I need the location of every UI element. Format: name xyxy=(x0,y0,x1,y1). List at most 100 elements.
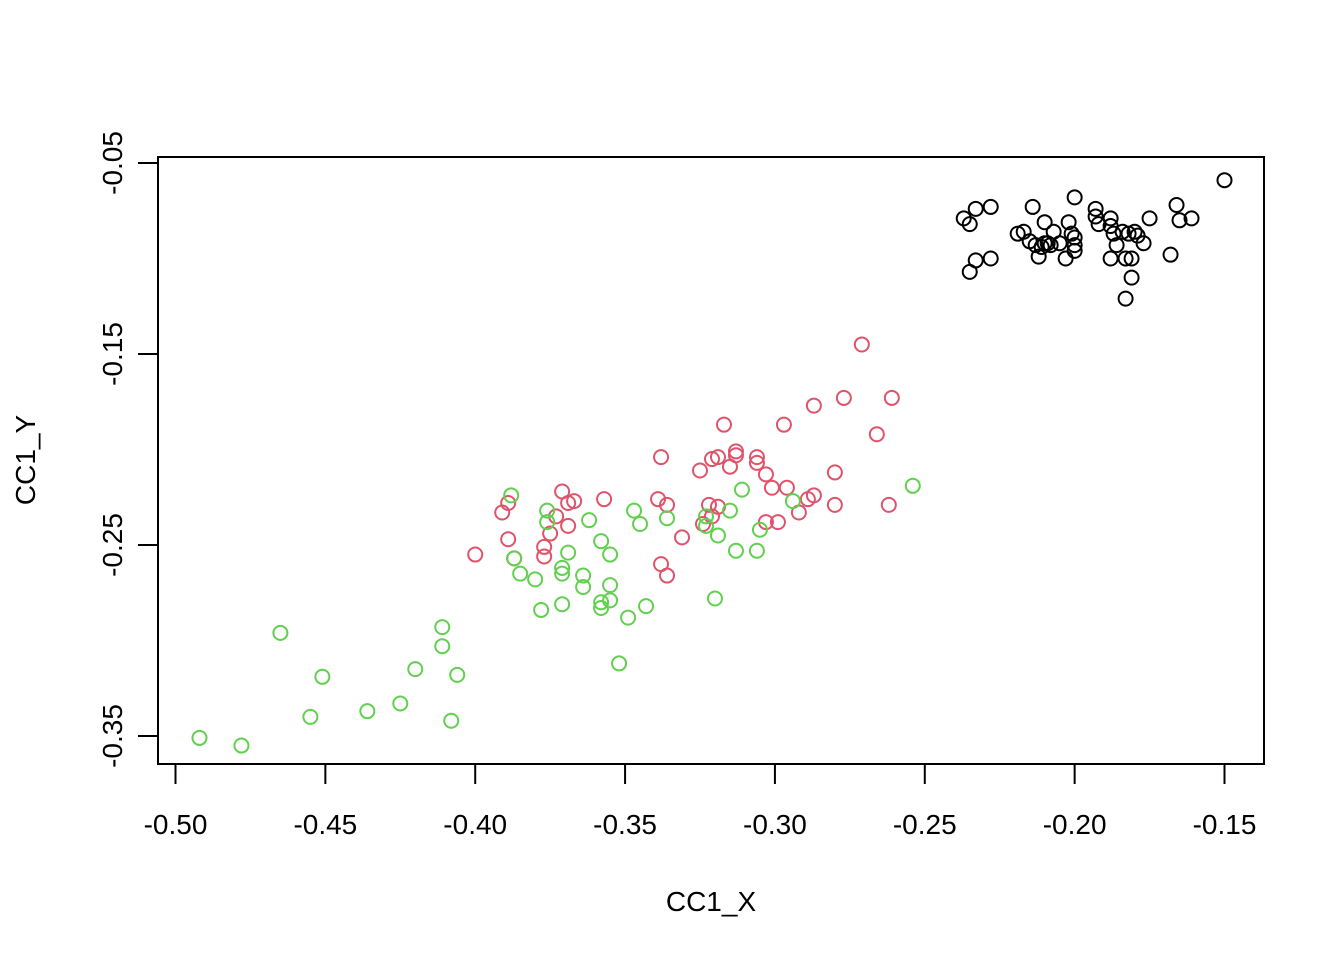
x-axis: -0.50 -0.45 -0.40 -0.35 -0.30 -0.25 -0.20 -0.15 xyxy=(144,763,1257,840)
data-point xyxy=(1129,227,1146,244)
data-point xyxy=(554,559,571,576)
data-point xyxy=(653,556,670,573)
data-point xyxy=(1162,246,1179,263)
data-point xyxy=(302,708,319,725)
data-point xyxy=(434,619,451,636)
data-point xyxy=(560,544,577,561)
data-point xyxy=(751,521,768,538)
data-point xyxy=(883,389,900,406)
data-point xyxy=(593,600,610,617)
data-point xyxy=(703,451,720,468)
y-tick-label: -0.15 xyxy=(97,322,128,386)
y-tick-label: -0.35 xyxy=(97,704,128,768)
data-point xyxy=(467,546,484,563)
x-tick-label: -0.25 xyxy=(893,809,957,840)
data-point xyxy=(1216,172,1233,189)
data-point xyxy=(709,527,726,544)
data-point xyxy=(778,479,795,496)
data-point xyxy=(575,579,592,596)
data-point xyxy=(653,449,670,466)
x-tick-label: -0.15 xyxy=(1193,809,1257,840)
data-point xyxy=(443,712,460,729)
data-point xyxy=(512,565,529,582)
data-point xyxy=(1183,210,1200,227)
data-point xyxy=(692,462,708,479)
data-point xyxy=(1060,214,1077,231)
data-point xyxy=(527,571,544,588)
data-point xyxy=(191,729,208,746)
data-point xyxy=(539,514,556,531)
y-tick-label: -0.05 xyxy=(97,131,128,195)
y-axis-title: CC1_Y xyxy=(10,415,41,506)
data-point xyxy=(706,590,723,607)
data-point xyxy=(542,525,559,542)
y-axis: -0.05 -0.15 -0.25 -0.35 xyxy=(97,131,159,768)
data-point xyxy=(721,502,738,519)
x-tick-label: -0.20 xyxy=(1043,809,1107,840)
data-point xyxy=(632,515,649,532)
x-tick-label: -0.50 xyxy=(144,809,208,840)
data-point xyxy=(835,389,852,406)
data-point xyxy=(659,510,676,527)
data-point xyxy=(1087,200,1104,217)
data-point xyxy=(449,666,466,683)
data-point xyxy=(506,550,523,567)
data-point xyxy=(554,565,571,582)
data-point xyxy=(1066,237,1083,254)
data-point xyxy=(733,481,750,498)
data-point xyxy=(748,542,765,559)
data-point xyxy=(392,695,409,712)
data-point xyxy=(536,548,553,565)
data-point xyxy=(982,198,999,215)
data-point xyxy=(961,263,978,280)
data-point xyxy=(1066,229,1083,246)
data-point xyxy=(826,496,843,513)
data-point xyxy=(593,594,610,611)
data-point xyxy=(868,426,885,443)
data-point xyxy=(1141,210,1158,227)
data-point xyxy=(1123,269,1140,286)
data-point xyxy=(1108,237,1125,254)
data-point xyxy=(434,638,451,655)
y-tick-label: -0.25 xyxy=(97,513,128,577)
data-point xyxy=(799,491,816,508)
data-point xyxy=(1030,248,1047,265)
data-point xyxy=(593,533,610,550)
data-point xyxy=(494,504,511,521)
data-point xyxy=(602,546,619,563)
data-point xyxy=(233,737,250,754)
data-point xyxy=(596,491,613,508)
data-point xyxy=(715,416,732,433)
data-point xyxy=(805,397,822,414)
data-point xyxy=(575,567,592,584)
data-point xyxy=(700,496,717,513)
data-point xyxy=(784,493,801,510)
data-point xyxy=(694,515,711,532)
series-1 xyxy=(955,172,1233,307)
data-point xyxy=(727,542,744,559)
data-point xyxy=(626,502,643,519)
data-point xyxy=(1102,250,1119,267)
data-point xyxy=(880,496,897,513)
x-axis-title: CC1_X xyxy=(666,886,757,917)
data-point xyxy=(539,502,556,519)
data-point xyxy=(1123,250,1140,267)
data-point xyxy=(638,598,655,615)
data-point xyxy=(1087,208,1104,225)
data-point xyxy=(697,517,714,534)
data-point xyxy=(982,250,999,267)
data-point xyxy=(554,596,571,613)
x-tick-label: -0.45 xyxy=(293,809,357,840)
data-points xyxy=(191,172,1233,754)
data-point xyxy=(581,512,598,529)
data-point xyxy=(503,487,520,504)
data-point xyxy=(1063,225,1080,242)
data-point xyxy=(554,483,571,500)
data-point xyxy=(853,336,870,353)
data-point xyxy=(1057,250,1074,267)
data-point xyxy=(955,210,972,227)
data-point xyxy=(748,449,765,466)
series-2 xyxy=(467,336,900,584)
data-point xyxy=(1171,212,1188,229)
